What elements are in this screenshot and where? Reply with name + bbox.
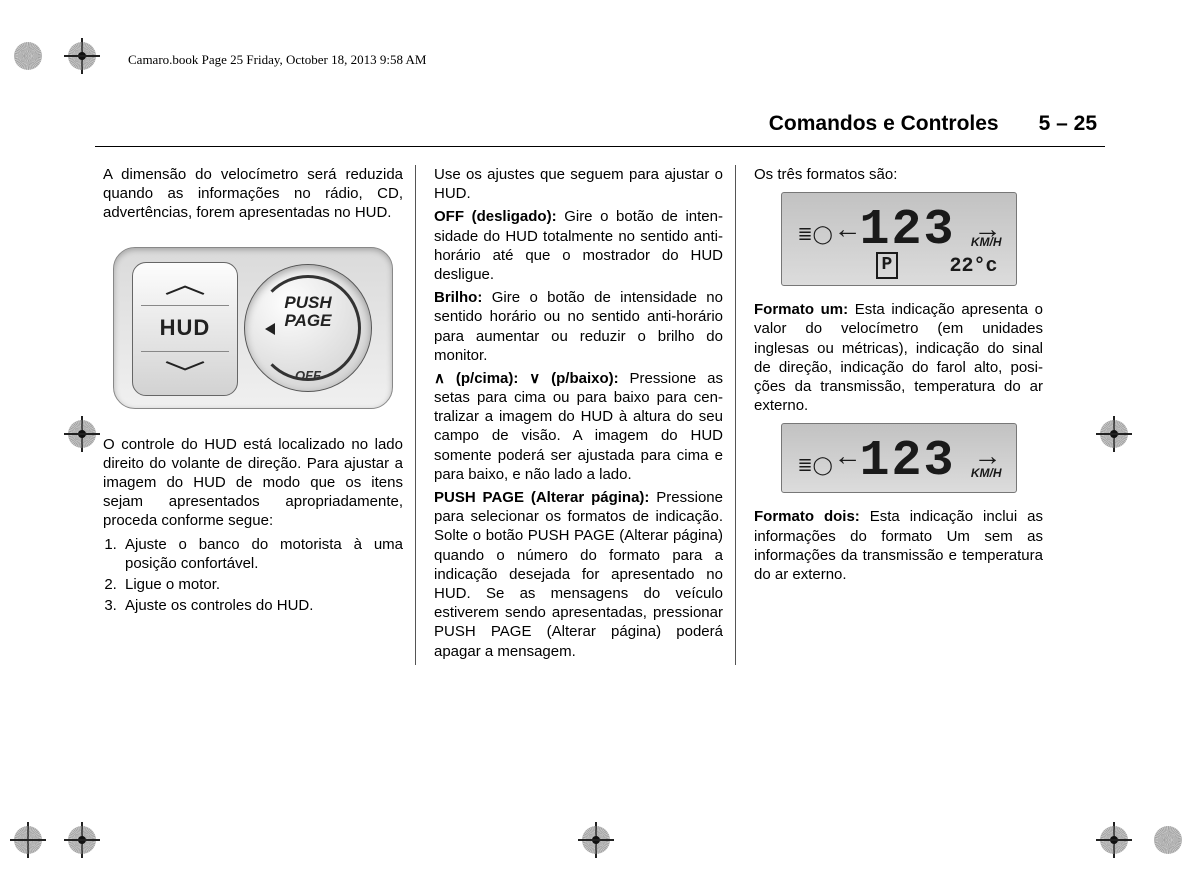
regmark-bl-sun: [14, 826, 42, 854]
page-header: Comandos e Controles 5 – 25: [95, 80, 1105, 147]
page-number: 5 – 25: [1039, 112, 1097, 136]
hud-control-illustration: ︿ HUD ﹀ PUSH PAGE OFF: [113, 247, 393, 409]
column-2: Use os ajustes que seguem para ajustar o…: [415, 165, 735, 665]
hud-rocker-label: HUD: [160, 314, 211, 342]
col1-steps: Ajuste o banco do motorista à uma posiçã…: [121, 535, 403, 616]
regmark-tl-sun: [14, 42, 42, 70]
f2-label: Formato dois:: [754, 508, 860, 525]
push-label: PUSH PAGE (Alterar página):: [434, 489, 649, 506]
step-2: Ligue o motor.: [121, 575, 403, 594]
dial-arrow-icon: [265, 323, 275, 335]
turn-left-icon: ←: [834, 211, 862, 247]
col3-intro: Os três formatos são:: [754, 165, 1043, 184]
col2-intro: Use os ajustes que seguem para ajustar o…: [434, 165, 723, 203]
dial-line1: PUSH: [284, 294, 331, 313]
gear-indicator: P: [876, 252, 899, 279]
temp-indicator: 22°c: [949, 254, 997, 280]
col2-brilho: Brilho: Gire o botão de intensidade no s…: [434, 288, 723, 365]
col3-format2: Formato dois: Esta indicação inclui as i…: [754, 507, 1043, 584]
regmark-tl-cross: [68, 42, 96, 70]
hud-display-format1: ≣◯ ← 123 → KM/H P 22°c: [781, 192, 1017, 286]
content-columns: A dimensão do velocímetro será redu­zida…: [95, 165, 1105, 665]
regmark-bl-cross: [68, 826, 96, 854]
speed-unit: KM/H: [971, 235, 1002, 250]
off-label: OFF (desligado):: [434, 208, 557, 225]
speed-value: 123: [860, 430, 956, 494]
dial-off-label: OFF: [295, 368, 321, 385]
hud-display-format2: ≣◯ ← 123 → KM/H: [781, 423, 1017, 493]
col1-para1: A dimensão do velocímetro será redu­zida…: [103, 165, 403, 223]
col3-format1: Formato um: Esta indicação apresenta o v…: [754, 300, 1043, 415]
hud-dial: PUSH PAGE OFF: [244, 264, 372, 392]
column-3: Os três formatos são: ≣◯ ← 123 → KM/H P …: [735, 165, 1055, 665]
step-3: Ajuste os controles do HUD.: [121, 596, 403, 615]
f1-label: Formato um:: [754, 301, 848, 318]
push-text: Pres­sione para selecionar os formatos d…: [434, 489, 723, 660]
col2-pushpage: PUSH PAGE (Alterar página): Pres­sione p…: [434, 488, 723, 661]
chevron-up-icon: ︿: [164, 271, 206, 297]
arrows-label: ∧ (p/cima): ∨ (p/baixo):: [434, 370, 619, 387]
rocker-divider: [141, 351, 228, 352]
speed-unit: KM/H: [971, 466, 1002, 481]
hud-rocker: ︿ HUD ﹀: [132, 262, 238, 396]
print-meta-line: Camaro.book Page 25 Friday, October 18, …: [128, 52, 426, 68]
dial-line2: PAGE: [285, 311, 332, 330]
highbeam-icon: ≣◯: [798, 223, 833, 246]
col2-arrows: ∧ (p/cima): ∨ (p/baixo): Pressione as se…: [434, 369, 723, 484]
chevron-down-icon: ﹀: [164, 361, 206, 387]
col2-off: OFF (desligado): Gire o botão de inten­s…: [434, 207, 723, 284]
speed-value: 123: [860, 199, 956, 263]
col1-para2: O controle do HUD está localizado no lad…: [103, 435, 403, 531]
brilho-label: Brilho:: [434, 289, 482, 306]
page-frame: Comandos e Controles 5 – 25 A dimensão d…: [95, 80, 1105, 840]
regmark-br-sun: [1154, 826, 1182, 854]
dial-label: PUSH PAGE: [284, 295, 331, 331]
step-1: Ajuste o banco do motorista à uma posiçã…: [121, 535, 403, 573]
section-title: Comandos e Controles: [769, 112, 999, 136]
column-1: A dimensão do velocímetro será redu­zida…: [95, 165, 415, 665]
rocker-divider: [141, 305, 228, 306]
highbeam-icon: ≣◯: [798, 454, 833, 477]
turn-left-icon: ←: [834, 438, 862, 474]
regmark-ml-cross: [68, 420, 96, 448]
